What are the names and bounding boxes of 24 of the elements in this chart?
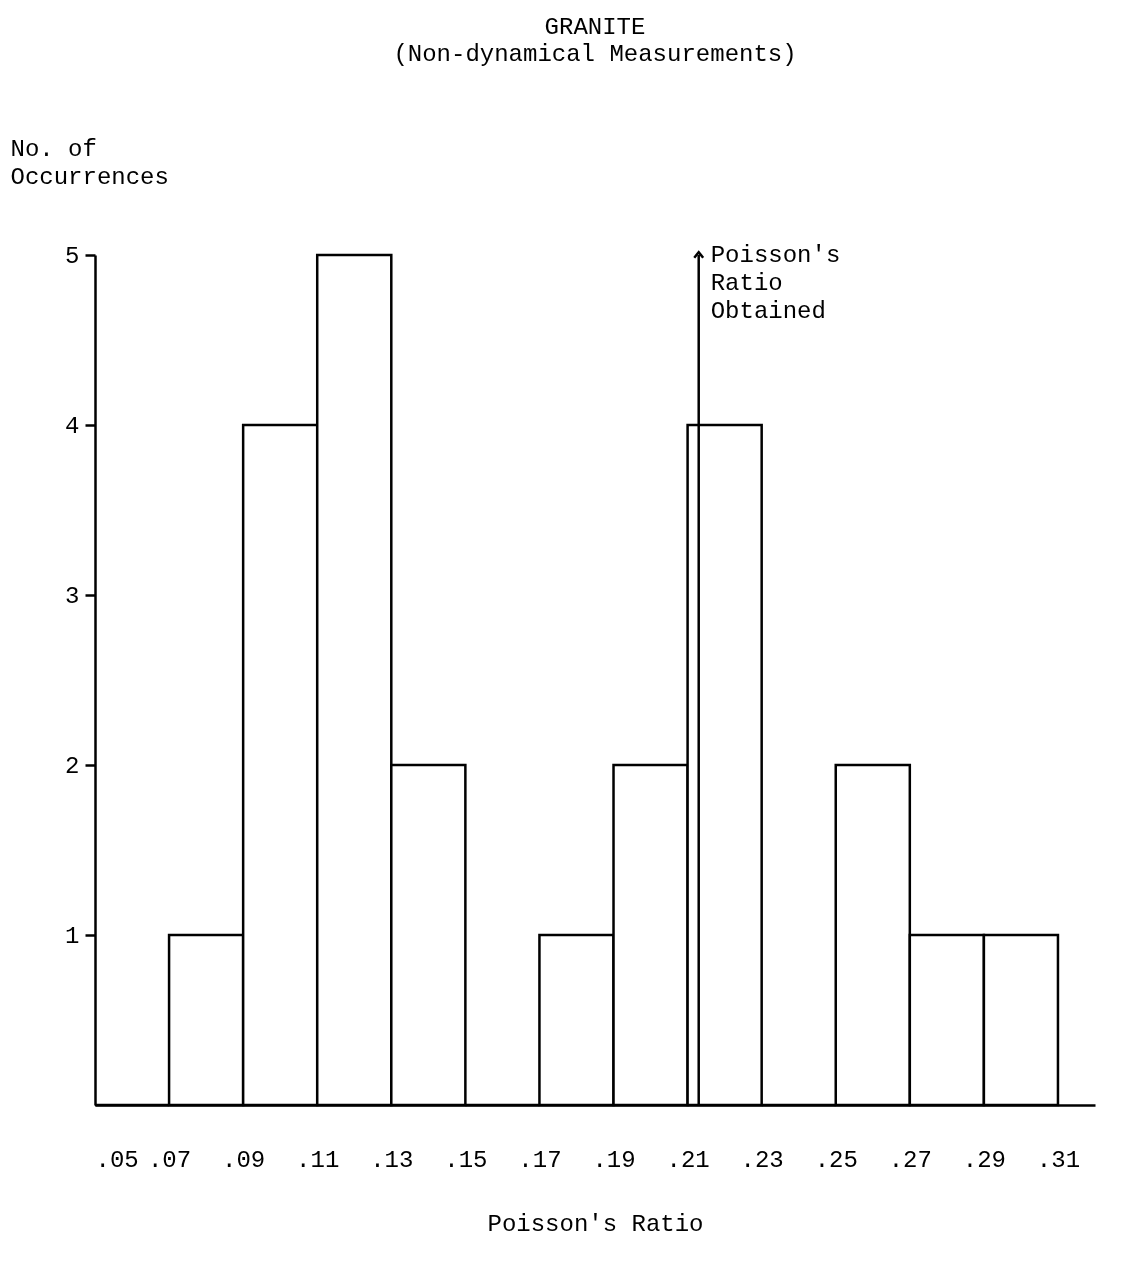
y-tick-label: 4 [65, 412, 80, 440]
y-tick-label: 2 [65, 752, 80, 780]
chart-subtitle: (Non-dynamical Measurements) [393, 41, 797, 68]
x-axis-title: Poisson's Ratio [487, 1210, 704, 1238]
chart-title: GRANITE [544, 14, 646, 41]
ref-line-label: Poisson's Ratio Obtained [710, 242, 841, 325]
x-tick-label: .09 [222, 1146, 266, 1174]
x-tick-label: .31 [1036, 1146, 1081, 1174]
y-tick-label: 1 [65, 922, 80, 950]
x-tick-label: .11 [296, 1146, 340, 1174]
x-tick-label: .05 [95, 1146, 139, 1174]
x-tick-label: .25 [814, 1146, 858, 1174]
x-tick-label: .21 [666, 1146, 710, 1174]
x-tick-label: .07 [147, 1146, 192, 1174]
x-tick-label: .13 [370, 1146, 414, 1174]
x-tick-label: .19 [592, 1146, 636, 1174]
x-tick-label: .29 [962, 1146, 1006, 1174]
x-tick-label: .27 [888, 1146, 932, 1174]
x-tick-label: .23 [740, 1146, 784, 1174]
y-tick-label: 5 [65, 242, 80, 270]
x-tick-label: .15 [444, 1146, 488, 1174]
x-tick-label: .17 [518, 1146, 562, 1174]
y-axis-title: No. of Occurrences [10, 135, 169, 191]
y-tick-label: 3 [65, 582, 80, 610]
